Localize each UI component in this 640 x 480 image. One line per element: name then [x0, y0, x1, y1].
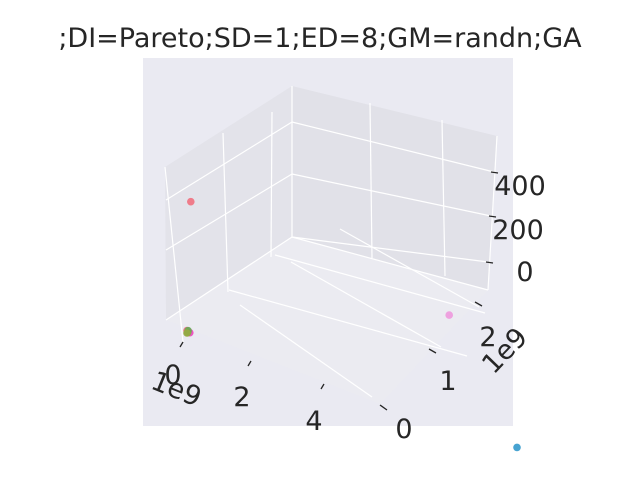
z-tick-label: 200: [492, 215, 544, 246]
scatter-point: [183, 329, 191, 337]
floor-gridline: [228, 289, 468, 357]
back-gridline: [441, 119, 446, 277]
back-gridline: [369, 102, 373, 259]
x-tick: [179, 341, 184, 348]
scatter-point: [445, 311, 454, 319]
floor-gridline: [164, 166, 184, 343]
floor-gridline: [222, 132, 229, 293]
z-tick-label: 0: [516, 257, 533, 288]
axis-panes: [165, 86, 497, 404]
z-tick: [490, 171, 499, 174]
scatter-point: [513, 443, 521, 452]
tick-marks: [179, 171, 499, 411]
y-tick-label: 2: [479, 322, 496, 353]
floor-gridline: [270, 111, 273, 258]
z-tick: [485, 261, 494, 264]
back-gridline: [291, 121, 495, 173]
y-tick: [474, 301, 483, 307]
x-tick-label: 4: [305, 406, 322, 437]
x-tick-label: 2: [233, 382, 250, 413]
data-points: [183, 197, 521, 452]
gridlines: [164, 86, 498, 398]
x-tick: [320, 383, 325, 390]
left-pane: [165, 86, 292, 320]
chart-title: ;DI=Pareto;SD=1;ED=8;GM=randn;GA: [58, 23, 582, 54]
back-gridline: [487, 135, 498, 291]
y-tick: [428, 348, 437, 354]
y-tick: [379, 404, 388, 411]
floor-pane: [166, 237, 488, 404]
z-tick-label: 400: [494, 171, 546, 202]
left-gridline: [165, 173, 293, 251]
left-gridline: [165, 121, 293, 201]
y-tick-label: 0: [395, 414, 412, 445]
z-tick: [488, 215, 497, 218]
scatter-point: [187, 197, 195, 206]
left-gridline: [165, 236, 293, 321]
floor-gridline: [291, 236, 489, 291]
floor-gridline: [274, 254, 486, 314]
back-gridline: [291, 236, 489, 263]
x-tick-label: 0: [164, 360, 181, 391]
floor-gridline: [339, 228, 480, 308]
back-pane: [292, 86, 497, 290]
back-gridline: [291, 173, 492, 217]
floor-gridline: [290, 261, 442, 348]
floor-gridline: [239, 304, 373, 398]
x-tick: [247, 360, 252, 367]
y-tick-label: 1: [439, 366, 456, 397]
